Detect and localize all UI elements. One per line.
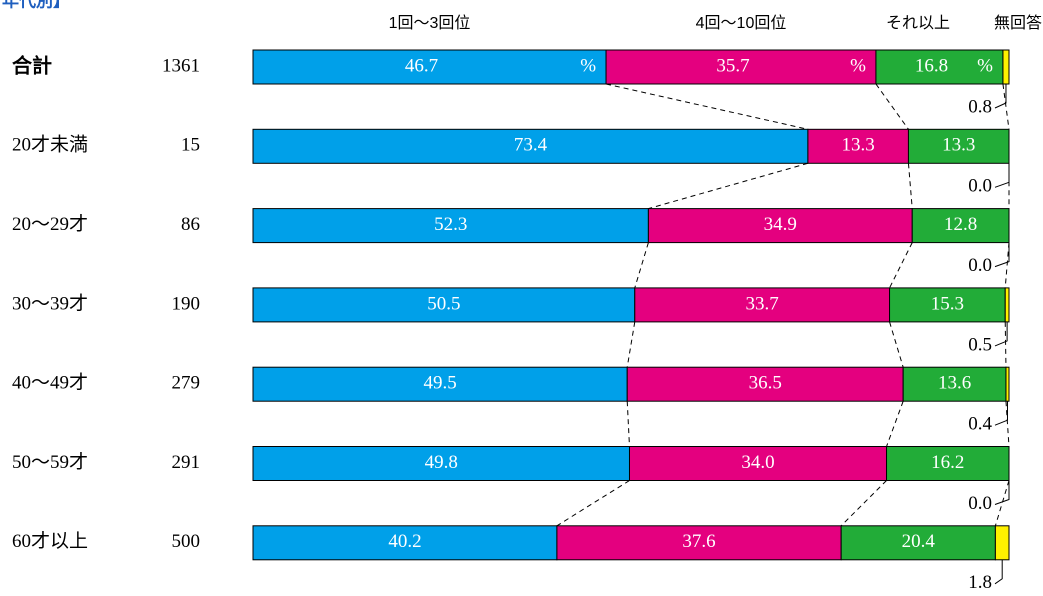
count-label: 291 [172, 452, 201, 473]
bar-segment [907, 128, 1010, 164]
bar-segment [1005, 366, 1010, 402]
value-label: 0.4 [968, 414, 992, 435]
value-label: 49.5 [423, 373, 456, 394]
bar-segment [886, 446, 1010, 481]
connector-line [626, 321, 636, 368]
bar-segment [628, 446, 888, 481]
bar-segment [556, 525, 842, 561]
value-label: 0.8 [968, 96, 992, 117]
connector-line [1005, 401, 1010, 447]
bar-segment [252, 208, 649, 244]
category-label: 20〜29才 [12, 213, 88, 235]
value-label: 34.0 [741, 452, 774, 473]
count-label: 500 [172, 531, 201, 552]
bar-segment [252, 366, 628, 402]
leader-line [994, 84, 1007, 109]
value-label: 36.5 [749, 373, 782, 394]
value-label: 40.2 [388, 531, 421, 552]
value-label: 12.8 [944, 214, 977, 235]
chart-title: 年代別】 [2, 0, 70, 10]
value-label: 34.9 [764, 214, 797, 235]
unit-label: % [850, 55, 866, 76]
bar-segment [647, 208, 913, 244]
leader-line [994, 321, 1008, 347]
leader-line [994, 401, 1008, 426]
category-label: 合計 [12, 53, 52, 77]
bar-segment [252, 446, 630, 481]
connector-line [886, 401, 904, 447]
bar-segment [626, 366, 904, 402]
value-label: 16.2 [931, 452, 964, 473]
connector-line [1004, 321, 1007, 368]
unit-label: % [977, 55, 993, 76]
connector-line [634, 242, 649, 289]
connector-line [875, 83, 909, 130]
connector-line [556, 480, 630, 527]
bar-segment [994, 525, 1010, 561]
category-label: 20才未満 [12, 134, 88, 156]
legend-label: 無回答 [994, 14, 1042, 32]
bar-segment [1002, 49, 1010, 85]
bar-segment [252, 525, 558, 561]
value-label: 49.8 [425, 452, 458, 473]
leader-line [994, 559, 1003, 585]
bar-segment [634, 287, 891, 323]
connector-line [605, 83, 809, 130]
legend-label: それ以上 [886, 14, 950, 32]
value-label: 0.0 [968, 176, 992, 197]
value-label: 46.7 [405, 55, 438, 76]
count-label: 1361 [162, 55, 200, 76]
legend-label: 4回〜10回位 [696, 14, 787, 32]
value-label: 0.5 [968, 334, 992, 355]
leader-line [994, 163, 1010, 188]
count-label: 15 [181, 135, 200, 156]
value-label: 0.0 [968, 255, 992, 276]
bar-segment [911, 208, 1010, 244]
value-label: 73.4 [514, 135, 548, 156]
value-label: 0.0 [968, 493, 992, 514]
leader-line [994, 480, 1010, 505]
value-label: 16.8 [915, 55, 948, 76]
connector-line [648, 162, 809, 210]
bar-segment [252, 49, 607, 85]
connector-line [1004, 242, 1010, 288]
bar-segment [902, 366, 1007, 402]
value-label: 52.3 [434, 214, 467, 235]
value-label: 35.7 [716, 55, 749, 76]
unit-label: % [580, 55, 596, 76]
value-label: 15.3 [931, 293, 964, 314]
bar-segment [807, 128, 909, 164]
value-label: 50.5 [427, 293, 460, 314]
category-label: 30〜39才 [12, 292, 88, 314]
connector-line [889, 321, 904, 368]
value-label: 37.6 [682, 531, 715, 552]
value-label: 20.4 [902, 531, 936, 552]
bar-segment [875, 49, 1004, 85]
legend-label: 1回〜3回位 [389, 14, 471, 32]
category-label: 40〜49才 [12, 372, 88, 394]
category-label: 50〜59才 [12, 451, 88, 473]
bar-segment [252, 128, 809, 164]
value-label: 33.7 [746, 293, 779, 314]
value-label: 13.3 [842, 135, 875, 156]
value-label: 13.6 [938, 373, 971, 394]
count-label: 86 [181, 214, 200, 235]
bar-segment [1004, 287, 1010, 323]
value-label: 1.8 [968, 572, 992, 593]
value-label: 13.3 [942, 135, 975, 156]
bar-segment [889, 287, 1006, 323]
connector-line [994, 480, 1010, 526]
count-label: 279 [172, 373, 201, 394]
category-label: 60才以上 [12, 530, 88, 552]
connector-line [840, 480, 887, 527]
leader-line [994, 242, 1010, 268]
count-label: 190 [172, 293, 201, 314]
connector-line [626, 401, 630, 447]
connector-line [907, 163, 913, 209]
connector-line [889, 242, 913, 289]
connector-line [1002, 83, 1010, 130]
